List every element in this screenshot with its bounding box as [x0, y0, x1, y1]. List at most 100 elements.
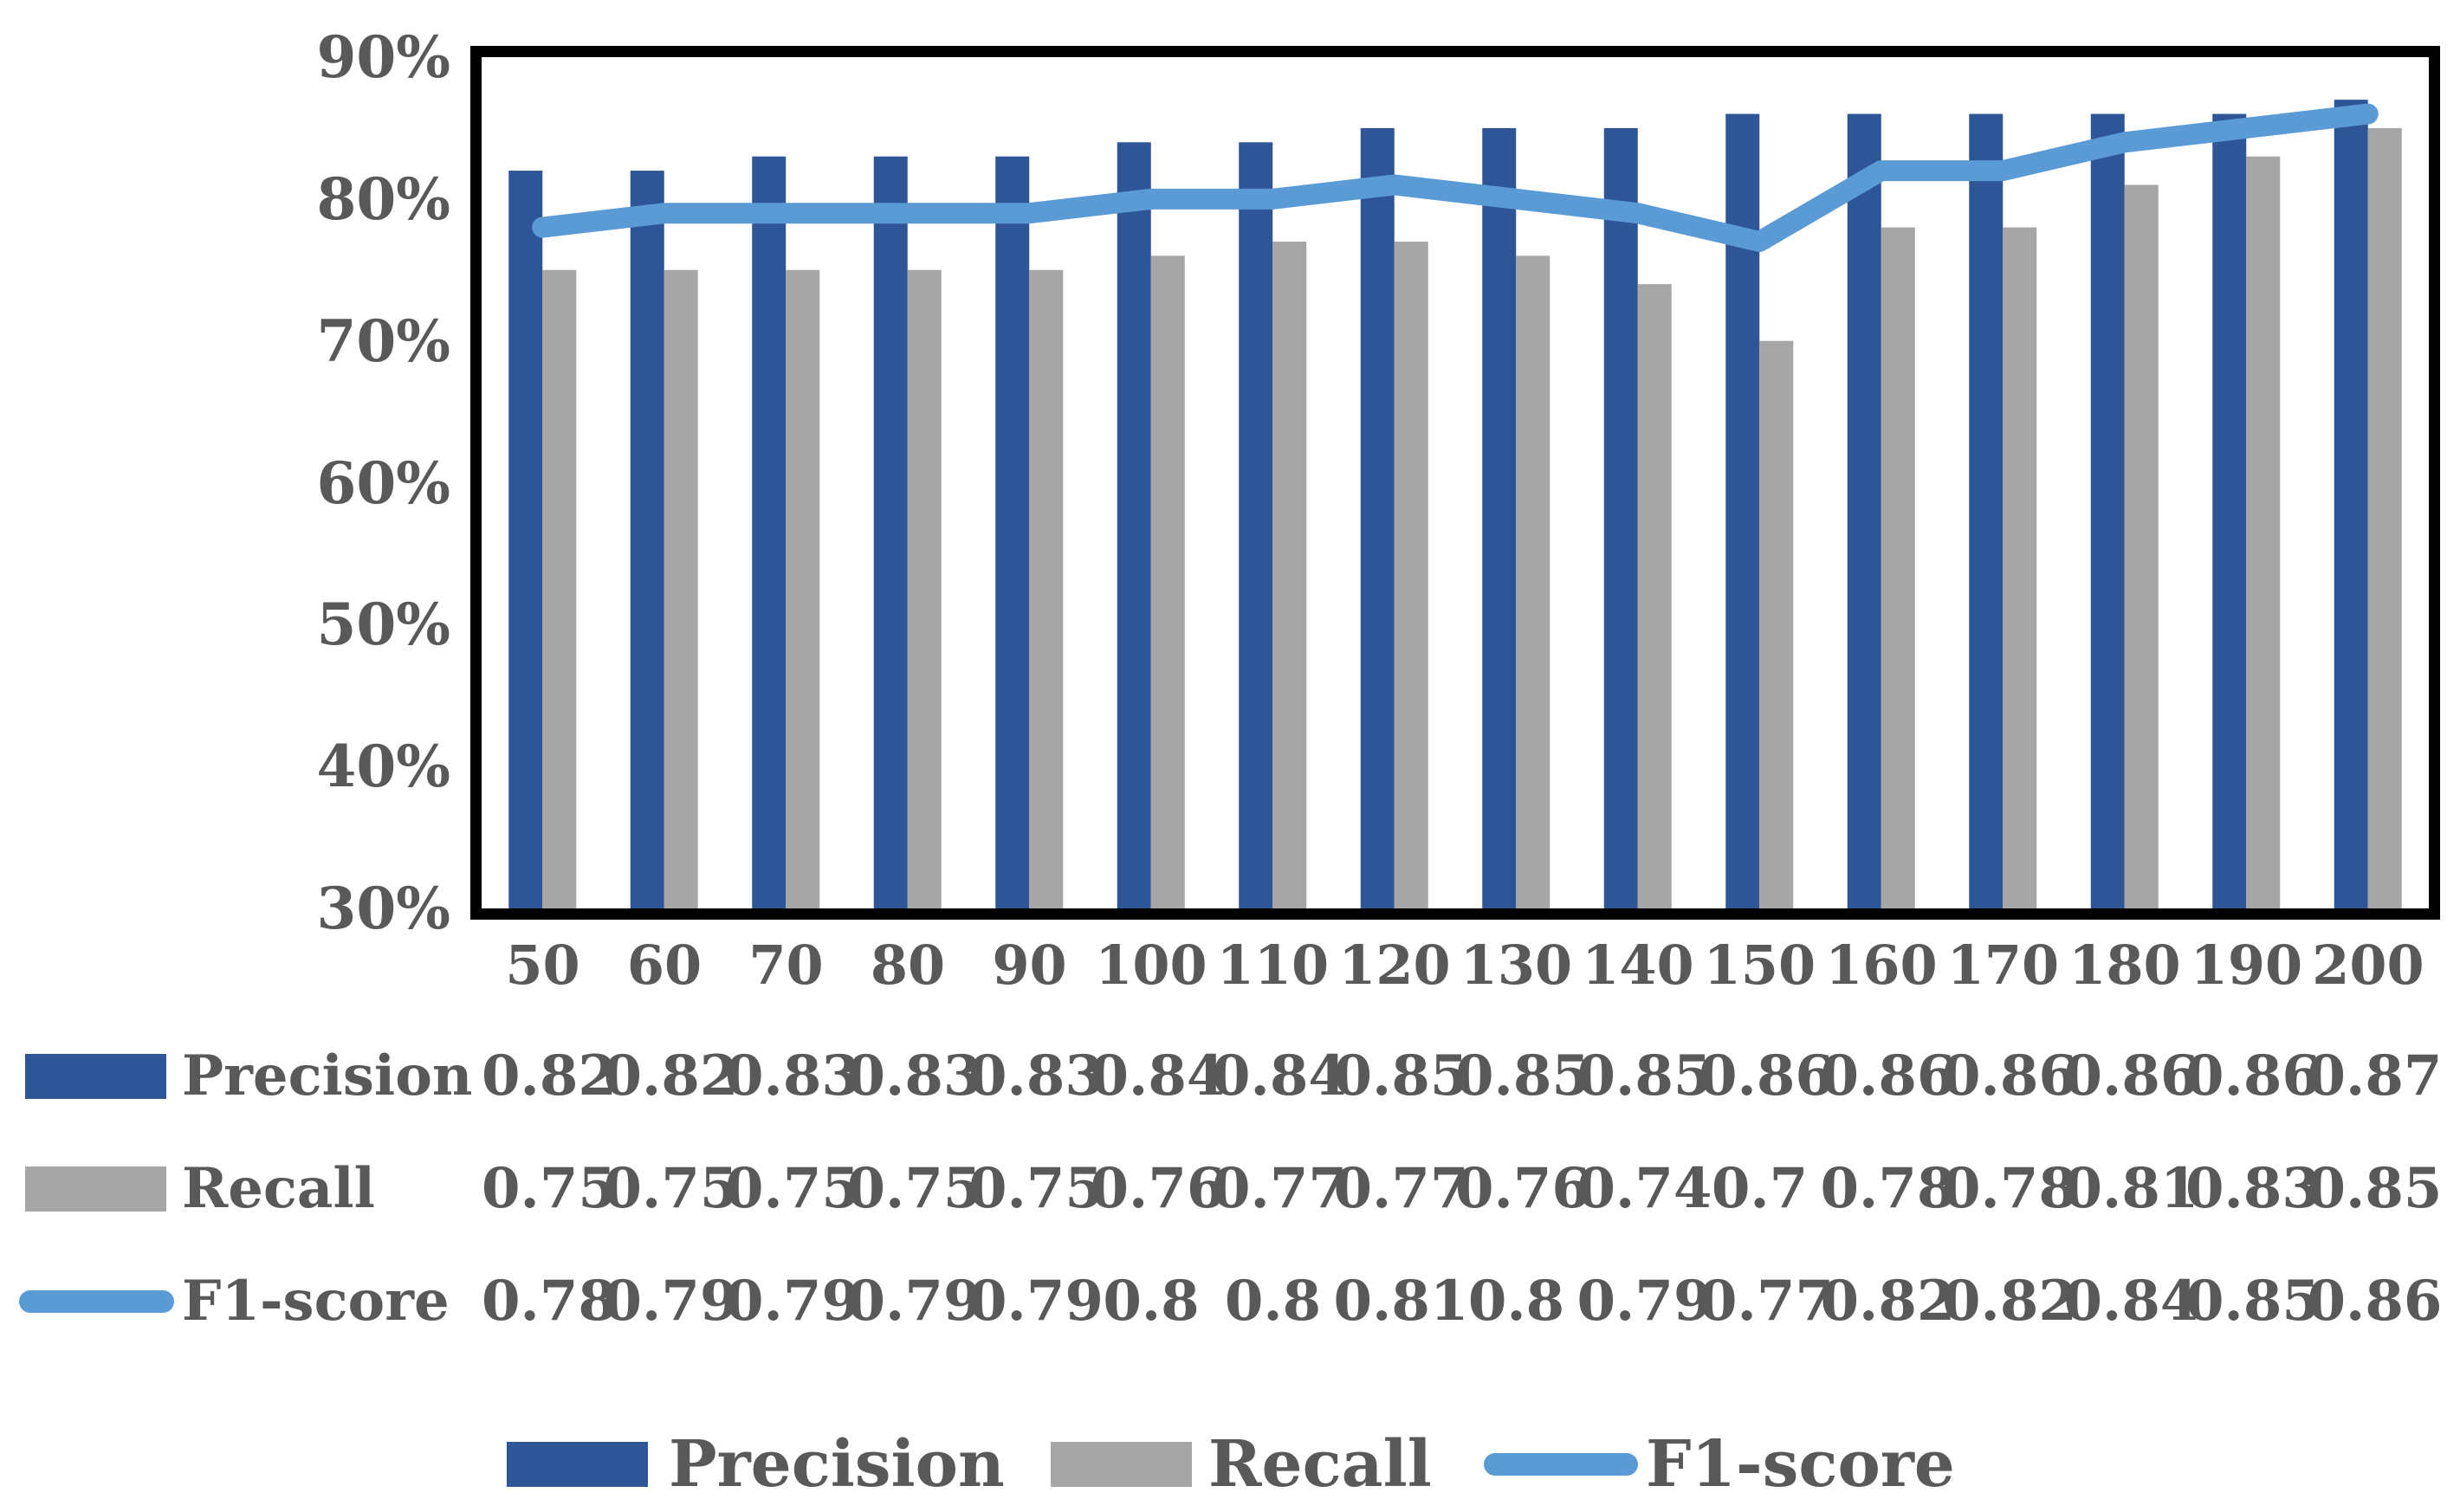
x-tick-label-50: 50: [505, 934, 580, 997]
precision-legend-swatch-icon: [507, 1442, 648, 1487]
precision-value-50: 0.82: [482, 1044, 617, 1108]
recall-bar-140: [1637, 284, 1672, 908]
recall-value-200: 0.85: [2307, 1156, 2443, 1221]
precision-bar-160: [1847, 113, 1881, 908]
precision-value-60: 0.82: [603, 1044, 739, 1108]
chart-canvas: [508, 100, 2402, 908]
table-row-label-recall: Recall: [182, 1156, 375, 1221]
y-tick-label-60-: 60%: [316, 449, 450, 517]
precision-value-130: 0.85: [1455, 1044, 1590, 1108]
recall-value-120: 0.77: [1333, 1156, 1469, 1221]
x-tick-label-160: 160: [1825, 934, 1938, 997]
y-tick-label-50-: 50%: [316, 591, 450, 659]
precision-bar-200: [2334, 100, 2368, 908]
recall-value-100: 0.76: [1090, 1156, 1226, 1221]
y-tick-label-70-: 70%: [316, 307, 450, 375]
x-tick-label-200: 200: [2312, 934, 2424, 997]
precision-value-90: 0.83: [968, 1044, 1104, 1108]
plot-area: [470, 46, 2440, 920]
f1-score-value-100: 0.8: [1103, 1269, 1200, 1334]
x-tick-label-180: 180: [2068, 934, 2181, 997]
recall-bar-50: [542, 269, 577, 908]
f1-score-value-180: 0.84: [2063, 1269, 2199, 1334]
f1-score-value-110: 0.8: [1224, 1269, 1322, 1334]
recall-bar-120: [1394, 241, 1428, 908]
table-row-label-f1-score: F1-score: [182, 1269, 450, 1334]
x-tick-label-60: 60: [626, 934, 702, 997]
precision-value-160: 0.86: [1820, 1044, 1956, 1108]
x-tick-label-100: 100: [1095, 934, 1207, 997]
f1-score-value-60: 0.79: [603, 1269, 739, 1334]
f1-score-value-140: 0.79: [1576, 1269, 1712, 1334]
precision-value-150: 0.86: [1699, 1044, 1834, 1108]
precision-bar-60: [630, 171, 664, 908]
precision-bar-180: [2090, 113, 2125, 908]
legend-label-f1-score: F1-score: [1646, 1427, 1955, 1502]
recall-value-160: 0.78: [1820, 1156, 1956, 1221]
recall-bar-130: [1516, 255, 1550, 908]
y-tick-label-30-: 30%: [316, 875, 450, 942]
precision-bar-70: [752, 156, 787, 908]
f1-score-value-130: 0.8: [1467, 1269, 1565, 1334]
recall-bar-150: [1759, 340, 1794, 908]
f1-score-value-160: 0.82: [1820, 1269, 1956, 1334]
x-tick-label-170: 170: [1946, 934, 2060, 997]
recall-legend-swatch-icon: [1051, 1442, 1192, 1487]
x-tick-label-140: 140: [1582, 934, 1694, 997]
recall-bar-200: [2367, 127, 2402, 908]
precision-bar-80: [873, 156, 908, 908]
legend-label-precision: Precision: [669, 1427, 1005, 1502]
precision-value-140: 0.85: [1576, 1044, 1712, 1108]
precision-value-100: 0.84: [1090, 1044, 1226, 1108]
precision-value-120: 0.85: [1333, 1044, 1469, 1108]
f1-score-swatch-icon: [19, 1290, 174, 1313]
f1-score-value-70: 0.79: [725, 1269, 860, 1334]
precision-value-70: 0.83: [725, 1044, 860, 1108]
precision-value-80: 0.83: [846, 1044, 982, 1108]
recall-value-170: 0.78: [1942, 1156, 2077, 1221]
f1-score-value-90: 0.79: [968, 1269, 1104, 1334]
f1-score-value-170: 0.82: [1942, 1269, 2077, 1334]
x-tick-label-190: 190: [2190, 934, 2303, 997]
precision-bar-120: [1360, 127, 1395, 908]
x-tick-label-80: 80: [870, 934, 946, 997]
recall-bar-180: [2124, 184, 2159, 908]
x-tick-label-70: 70: [748, 934, 824, 997]
f1-score-line: [532, 103, 2379, 252]
recall-bar-80: [907, 269, 942, 908]
y-tick-label-40-: 40%: [316, 733, 450, 801]
precision-value-170: 0.86: [1942, 1044, 2077, 1108]
recall-bar-110: [1272, 241, 1307, 908]
f1-score-value-190: 0.85: [2185, 1269, 2321, 1334]
legend-label-recall: Recall: [1208, 1427, 1432, 1502]
recall-value-80: 0.75: [846, 1156, 982, 1221]
precision-bar-140: [1603, 127, 1638, 908]
recall-value-150: 0.7: [1711, 1156, 1809, 1221]
precision-bar-170: [1969, 113, 2004, 908]
recall-bar-60: [664, 269, 698, 908]
precision-bar-90: [995, 156, 1030, 908]
x-tick-label-150: 150: [1703, 934, 1816, 997]
recall-bar-100: [1150, 255, 1185, 908]
f1-score-legend-swatch-icon: [1484, 1453, 1638, 1476]
precision-bar-100: [1117, 142, 1151, 908]
precision-bar-50: [508, 171, 543, 908]
precision-value-180: 0.86: [2063, 1044, 2199, 1108]
recall-value-60: 0.75: [603, 1156, 739, 1221]
f1-score-value-120: 0.81: [1333, 1269, 1469, 1334]
precision-bar-110: [1239, 142, 1273, 908]
recall-swatch-icon: [25, 1166, 166, 1212]
x-tick-label-130: 130: [1460, 934, 1573, 997]
recall-value-110: 0.77: [1212, 1156, 1347, 1221]
f1-score-value-50: 0.78: [482, 1269, 617, 1334]
recall-value-180: 0.81: [2063, 1156, 2199, 1221]
x-tick-label-110: 110: [1216, 934, 1330, 997]
precision-bar-130: [1482, 127, 1517, 908]
recall-value-190: 0.83: [2185, 1156, 2321, 1221]
precision-value-190: 0.86: [2185, 1044, 2321, 1108]
precision-value-200: 0.87: [2307, 1044, 2443, 1108]
precision-bar-190: [2212, 113, 2247, 908]
recall-bar-90: [1029, 269, 1064, 908]
x-tick-label-90: 90: [992, 934, 1067, 997]
